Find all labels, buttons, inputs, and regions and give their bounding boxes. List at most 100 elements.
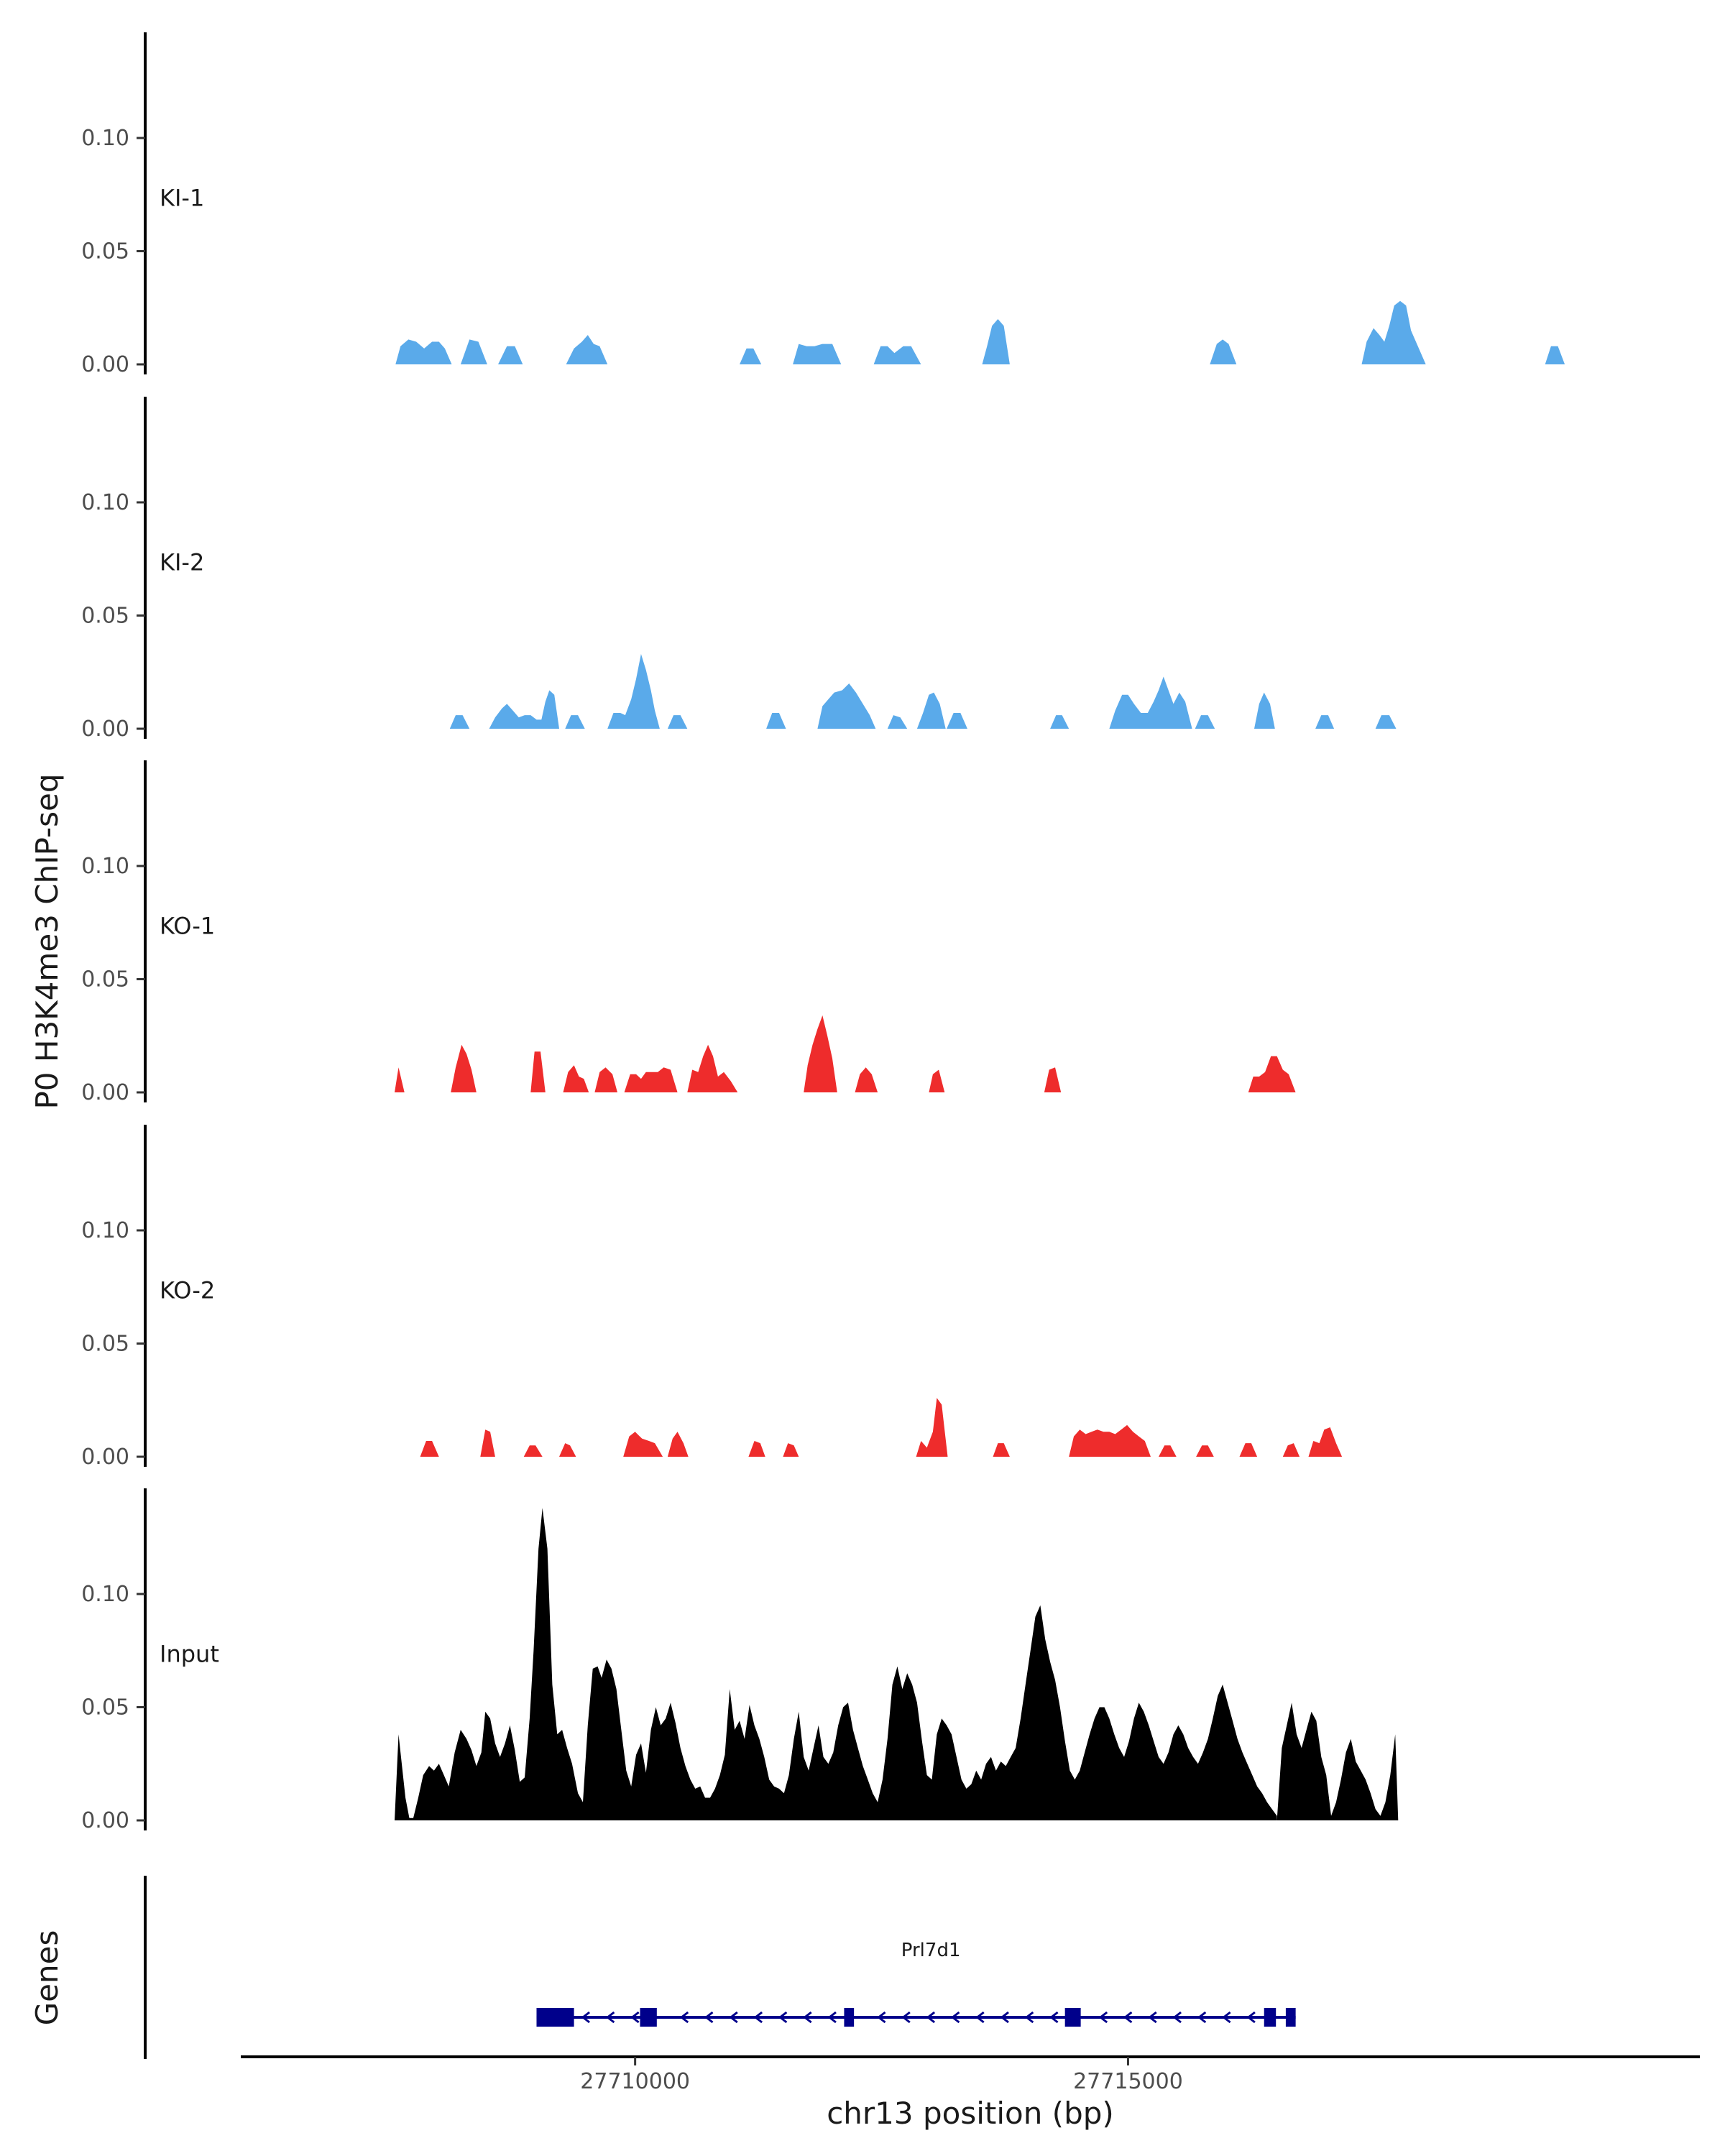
signal-peak-ko-1-0 [395, 1067, 405, 1092]
signal-peak-ko-2-15 [1308, 1427, 1343, 1457]
x-tick-label: 27710000 [580, 2069, 690, 2094]
strand-arrow [704, 2011, 714, 2024]
signal-peak-ki-1-5 [793, 344, 842, 364]
gene-exon-1 [640, 2008, 657, 2027]
y-tick-label: 0.00 [81, 717, 129, 742]
track-panel-ko-1: 0.00 0.05 0.10 KO-1 [81, 760, 1296, 1105]
signal-peak-ki-1-7 [982, 319, 1010, 364]
track-label: KO-2 [160, 1277, 215, 1304]
signal-peak-ko-2-3 [559, 1443, 576, 1457]
signal-peak-ko-2-10 [1069, 1424, 1151, 1457]
y-tick-label: 0.00 [81, 1080, 129, 1105]
strand-arrow [1148, 2011, 1157, 2024]
strand-arrow [679, 2011, 689, 2024]
strand-arrow [1000, 2011, 1009, 2024]
signal-peak-ko-2-14 [1282, 1443, 1300, 1457]
strand-arrow [630, 2011, 640, 2024]
track-panel-input: 0.00 0.05 0.10 Input [81, 1488, 1399, 1833]
strand-arrow [877, 2011, 886, 2024]
strand-arrow [605, 2011, 615, 2024]
signal-peak-ko-1-2 [530, 1051, 546, 1092]
y-tick-label: 0.10 [81, 854, 129, 879]
strand-arrow [926, 2011, 936, 2024]
signal-peak-ki-2-0 [449, 715, 470, 729]
y-tick-label: 0.00 [81, 1808, 129, 1833]
signal-peak-input-0 [395, 1508, 1277, 1820]
strand-arrow [803, 2011, 812, 2024]
signal-peak-ko-1-10 [1044, 1067, 1062, 1092]
strand-arrow [901, 2011, 911, 2024]
x-axis-title: chr13 position (bp) [827, 2096, 1114, 2131]
signal-peak-ko-2-4 [623, 1432, 663, 1457]
signal-peak-ki-1-6 [873, 346, 921, 364]
genes-axis-title: Genes [29, 1930, 65, 2026]
strand-arrow [729, 2011, 738, 2024]
track-panel-ki-2: 0.00 0.05 0.10 KI-2 [81, 397, 1397, 742]
signal-peak-ko-2-6 [748, 1441, 765, 1457]
signal-peak-ki-1-1 [460, 339, 487, 364]
signal-peak-ki-1-0 [395, 339, 452, 364]
signal-peak-input-1 [1276, 1703, 1399, 1820]
y-axis-title: P0 H3K4me3 ChIP-seq [29, 773, 65, 1109]
signal-peak-ki-2-6 [817, 683, 876, 729]
signal-peak-ko-1-7 [804, 1015, 837, 1092]
signal-peak-ki-1-4 [740, 348, 762, 364]
gene-exon-0 [536, 2008, 574, 2027]
signal-peak-ko-2-1 [480, 1429, 495, 1457]
signal-peak-ko-2-5 [667, 1432, 689, 1457]
track-panel-ki-1: 0.00 0.05 0.10 KI-1 [81, 32, 1565, 377]
signal-peak-ko-1-11 [1248, 1056, 1296, 1092]
signal-peak-ko-1-4 [594, 1067, 617, 1092]
signal-peak-ki-2-10 [1050, 715, 1070, 729]
track-label: KI-1 [160, 185, 204, 212]
signal-peak-ko-1-5 [624, 1067, 678, 1092]
y-tick-label: 0.00 [81, 352, 129, 377]
signal-peak-ki-1-8 [1210, 339, 1237, 364]
y-tick-label: 0.05 [81, 1695, 129, 1720]
signal-peak-ki-1-2 [498, 346, 523, 364]
signal-peak-ki-1-9 [1361, 300, 1426, 364]
track-label: Input [160, 1641, 219, 1668]
signal-peak-ki-2-3 [607, 654, 660, 729]
signal-peak-ki-2-15 [1375, 715, 1397, 729]
y-tick-label: 0.10 [81, 1582, 129, 1607]
y-tick-label: 0.10 [81, 1218, 129, 1243]
signal-peak-ki-2-9 [947, 713, 967, 729]
signal-peak-ko-2-13 [1239, 1443, 1258, 1457]
gene-exon-2 [844, 2008, 855, 2027]
signal-peak-ko-1-1 [451, 1044, 477, 1092]
strand-arrow [1024, 2011, 1034, 2024]
signal-peak-ko-2-2 [523, 1445, 543, 1457]
signal-peak-ki-1-10 [1545, 346, 1565, 364]
signal-peak-ki-1-3 [566, 335, 608, 364]
track-panel-ko-2: 0.00 0.05 0.10 KO-2 [81, 1125, 1343, 1470]
signal-peak-ki-2-7 [887, 715, 908, 729]
signal-peak-ko-1-3 [563, 1065, 589, 1092]
gene-exon-5 [1285, 2008, 1296, 2027]
x-axis: 27710000 27715000 [241, 2055, 1700, 2094]
y-tick-label: 0.10 [81, 126, 129, 151]
strand-arrow [1049, 2011, 1059, 2024]
y-tick-label: 0.10 [81, 490, 129, 515]
track-label: KO-1 [160, 913, 215, 940]
strand-arrow [1123, 2011, 1133, 2024]
strand-arrow [827, 2011, 837, 2024]
signal-peak-ko-2-9 [993, 1443, 1010, 1457]
signal-peak-ki-2-1 [489, 690, 559, 729]
signal-peak-ki-2-12 [1195, 715, 1215, 729]
signal-peak-ko-2-0 [420, 1441, 439, 1457]
signal-peak-ki-2-14 [1315, 715, 1335, 729]
strand-arrow [975, 2011, 985, 2024]
signal-peak-ki-2-11 [1109, 676, 1192, 729]
signal-peak-ko-2-7 [783, 1443, 799, 1457]
y-tick-label: 0.05 [81, 967, 129, 992]
strand-arrow [1197, 2011, 1207, 2024]
strand-arrow [581, 2011, 590, 2024]
gene-name-label: Prl7d1 [901, 1940, 961, 1961]
gene-exon-4 [1264, 2008, 1276, 2027]
y-tick-label: 0.05 [81, 1332, 129, 1357]
gene-exon-3 [1064, 2008, 1081, 2027]
signal-peak-ki-2-13 [1254, 692, 1275, 729]
signal-peak-ki-2-2 [565, 715, 585, 729]
